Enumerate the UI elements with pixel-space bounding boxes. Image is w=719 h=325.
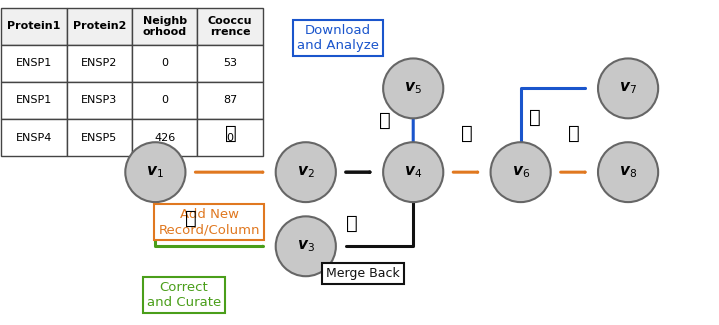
Text: 👧: 👧 [379,111,390,130]
Text: 👶: 👶 [225,124,237,143]
Text: Merge Back: Merge Back [326,267,400,280]
Text: 👩: 👩 [529,108,541,127]
Ellipse shape [598,58,658,118]
Text: Correct
and Curate: Correct and Curate [147,280,221,309]
Text: $\boldsymbol{v}_7$: $\boldsymbol{v}_7$ [619,81,637,96]
Text: 👶: 👶 [569,124,580,143]
Ellipse shape [383,58,444,118]
Text: $\boldsymbol{v}_3$: $\boldsymbol{v}_3$ [297,239,315,254]
Text: $\boldsymbol{v}_2$: $\boldsymbol{v}_2$ [297,164,315,180]
Text: $\boldsymbol{v}_5$: $\boldsymbol{v}_5$ [404,81,422,96]
Text: 👴: 👴 [186,209,197,228]
Text: 👶: 👶 [461,124,473,143]
Ellipse shape [383,142,444,202]
Ellipse shape [490,142,551,202]
Text: $\boldsymbol{v}_1$: $\boldsymbol{v}_1$ [147,164,164,180]
Ellipse shape [125,142,186,202]
Text: Download
and Analyze: Download and Analyze [297,24,379,52]
Text: 👴: 👴 [347,214,358,233]
Ellipse shape [275,142,336,202]
Text: $\boldsymbol{v}_6$: $\boldsymbol{v}_6$ [511,164,530,180]
Text: $\boldsymbol{v}_8$: $\boldsymbol{v}_8$ [619,164,637,180]
Text: $\boldsymbol{v}_4$: $\boldsymbol{v}_4$ [404,164,422,180]
Text: Add New
Record/Column: Add New Record/Column [158,208,260,236]
Ellipse shape [598,142,658,202]
Ellipse shape [275,216,336,276]
